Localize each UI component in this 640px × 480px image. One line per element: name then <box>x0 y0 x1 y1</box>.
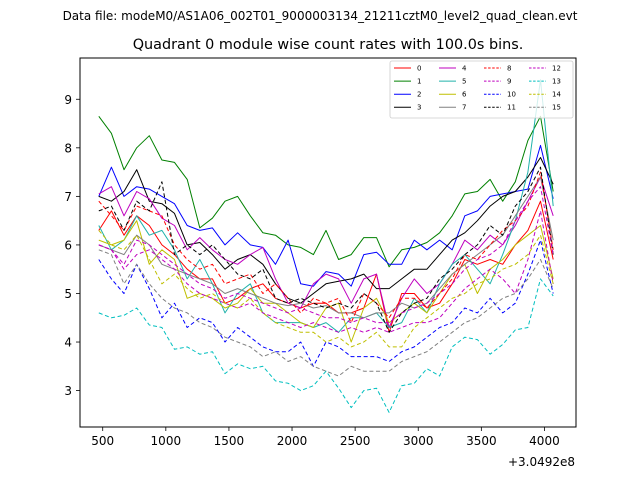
y-tick-label: 7 <box>64 190 72 204</box>
legend-label-10: 10 <box>507 91 516 99</box>
legend-label-15: 15 <box>552 104 561 112</box>
legend-label-9: 9 <box>507 78 511 86</box>
legend-label-0: 0 <box>417 64 421 72</box>
series-line-5 <box>98 79 554 333</box>
series-line-13 <box>98 278 554 413</box>
chart-title: Quadrant 0 module wise count rates with … <box>133 37 524 53</box>
x-tick-label: 2500 <box>340 434 371 448</box>
legend-label-8: 8 <box>507 64 511 72</box>
legend-label-12: 12 <box>552 64 561 72</box>
series-line-14 <box>98 230 554 348</box>
x-tick-label: 3500 <box>466 434 497 448</box>
x-tick-label: 500 <box>91 434 114 448</box>
y-tick-label: 8 <box>64 141 72 155</box>
series-line-15 <box>98 249 554 377</box>
axes-frame <box>79 57 577 428</box>
series-line-4 <box>98 176 554 328</box>
legend-label-3: 3 <box>417 104 421 112</box>
series-line-11 <box>98 166 554 333</box>
legend-label-11: 11 <box>507 104 516 112</box>
x-tick-label: 2000 <box>277 434 308 448</box>
y-tick-label: 3 <box>64 384 72 398</box>
y-tick-label: 4 <box>64 336 72 350</box>
series-line-12 <box>98 186 554 324</box>
series-line-3 <box>98 157 554 304</box>
series-line-9 <box>98 210 554 333</box>
y-tick-label: 5 <box>64 287 72 301</box>
suptitle: Data file: modeM0/AS1A06_002T01_90000031… <box>63 9 578 23</box>
series-layer <box>98 79 554 413</box>
legend-label-5: 5 <box>462 78 466 86</box>
x-tick-label: 1500 <box>214 434 245 448</box>
x-axis: 500 1000 1500 2000 2500 3000 3500 4000 <box>91 427 560 448</box>
y-tick-label: 6 <box>64 238 72 252</box>
x-tick-label: 1000 <box>151 434 182 448</box>
x-tick-label: 3000 <box>403 434 434 448</box>
y-axis: 3 4 5 6 7 8 9 <box>64 93 80 398</box>
series-line-2 <box>98 144 554 287</box>
x-tick-label: 4000 <box>529 434 560 448</box>
legend-frame <box>389 60 574 119</box>
legend-label-14: 14 <box>552 91 561 99</box>
series-line-6 <box>98 220 554 343</box>
legend-label-2: 2 <box>417 91 421 99</box>
legend-label-6: 6 <box>462 91 467 99</box>
legend-label-1: 1 <box>417 78 421 86</box>
series-line-1 <box>98 115 554 268</box>
y-tick-label: 9 <box>64 93 72 107</box>
legend-label-7: 7 <box>462 104 466 112</box>
legend-label-4: 4 <box>462 64 467 72</box>
series-line-10 <box>98 239 554 367</box>
legend-label-13: 13 <box>552 78 561 86</box>
x-offset-label: +3.0492e8 <box>508 455 575 469</box>
